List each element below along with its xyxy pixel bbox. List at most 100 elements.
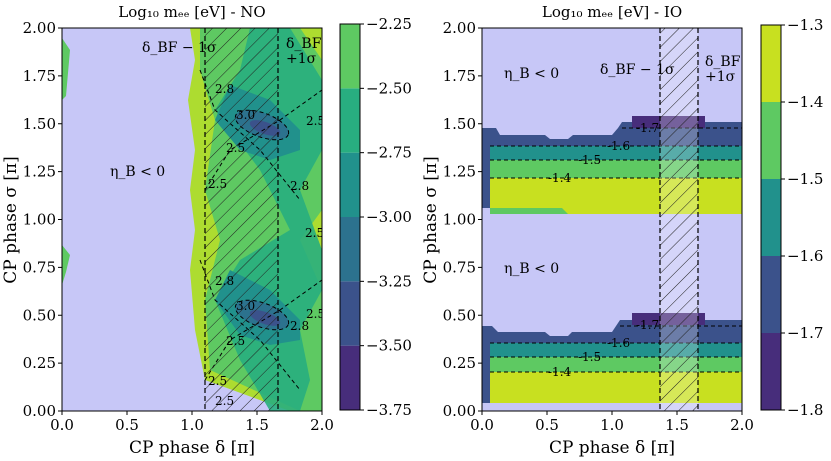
colorbar-segment (761, 102, 781, 179)
colorbar-segment (340, 345, 360, 410)
y-tick-label: 1.50 (443, 115, 476, 133)
io-eta-annotation-upper: η_B < 0 (504, 66, 559, 82)
y-tick-label: 1.75 (443, 67, 476, 85)
colorbar-tick-label: −1.4 (787, 93, 823, 111)
no-contour-label: 2.5 (226, 141, 245, 155)
no-delta-lower-annotation: δ_BF − 1σ (142, 40, 217, 56)
no-colorbar: −3.75 −3.50 −3.25 −3.00 −2.75 −2.50 −2.25 (339, 15, 412, 419)
colorbar-tick-label: −1.5 (787, 170, 823, 188)
y-tick-label: 0.50 (443, 306, 476, 324)
colorbar-tick-label: −2.50 (366, 79, 412, 97)
io-heatmap: -1.7 -1.6 -1.5 -1.4 -1.7 -1.6 -1.5 -1.4 (482, 28, 742, 411)
y-tick-label: 1.75 (23, 67, 56, 85)
io-contour-label: -1.5 (578, 350, 601, 364)
x-tick-label: 0.0 (470, 416, 494, 434)
no-contour-label: 2.5 (305, 226, 324, 240)
io-colorbar: −1.8 −1.7 −1.6 −1.5 −1.4 −1.3 (760, 16, 823, 419)
colorbar-tick-label: −1.7 (787, 324, 823, 342)
io-contour-label: -1.7 (636, 318, 659, 332)
no-delta-upper-annotation: δ_BF (286, 36, 322, 52)
io-contour-label: -1.5 (578, 153, 601, 167)
colorbar-segment (340, 281, 360, 346)
no-contour-label: 2.5 (215, 394, 234, 408)
colorbar-tick-label: −3.25 (366, 272, 412, 290)
no-xlabel: CP phase δ [π] (129, 438, 255, 458)
x-tick-label: 1.0 (180, 416, 204, 434)
no-contour-label: 3.0 (236, 299, 255, 313)
no-title: Log₁₀ mₑₑ [eV] - NO (118, 3, 265, 21)
colorbar-tick-label: −3.50 (366, 337, 412, 355)
no-delta-band-hatch (205, 28, 278, 411)
io-contour-label: -1.4 (548, 365, 572, 379)
colorbar-segment (761, 25, 781, 102)
no-heatmap: 2.8 3.0 2.5 2.5 2.8 2.5 2.5 2.8 3.0 2.5 … (62, 28, 325, 411)
colorbar-segment (761, 256, 781, 333)
colorbar-tick-label: −2.25 (366, 15, 412, 33)
io-axes: 0.0 0.5 1.0 1.5 2.0 0.00 0.25 0.50 0.75 1.00 1.25 1… (443, 19, 754, 434)
io-contour-label: -1.4 (548, 171, 572, 185)
y-tick-label: 1.00 (443, 211, 476, 229)
no-eta-annotation: η_B < 0 (110, 164, 165, 180)
colorbar-segment (340, 217, 360, 282)
x-tick-label: 1.5 (665, 416, 689, 434)
y-tick-label: 2.00 (443, 19, 476, 37)
x-tick-label: 0.0 (50, 416, 74, 434)
no-ylabel: CP phase σ [π] (1, 156, 21, 283)
y-tick-label: 0.75 (23, 258, 56, 276)
y-tick-label: 0.00 (23, 402, 56, 420)
y-tick-label: 0.00 (443, 402, 476, 420)
x-tick-label: 0.5 (115, 416, 139, 434)
io-title: Log₁₀ mₑₑ [eV] - IO (542, 3, 682, 21)
x-tick-label: 1.5 (245, 416, 269, 434)
no-delta-upper-sigma: +1σ (286, 51, 317, 67)
y-tick-label: 0.25 (23, 354, 56, 372)
io-contour-label: -1.6 (607, 336, 630, 350)
io-delta-upper-sigma: +1σ (705, 69, 736, 85)
colorbar-frame (760, 24, 782, 411)
no-contour-label: 2.5 (208, 177, 227, 191)
io-xlabel: CP phase δ [π] (549, 438, 675, 458)
colorbar-segment (340, 88, 360, 153)
no-panel: 2.8 3.0 2.5 2.5 2.8 2.5 2.5 2.8 3.0 2.5 … (1, 3, 412, 458)
no-contour-label: 2.5 (226, 334, 245, 348)
no-contour-label: 2.5 (208, 374, 227, 388)
colorbar-segment (340, 152, 360, 217)
no-contour-label: 2.8 (290, 319, 309, 333)
colorbar-tick-label: −3.75 (366, 401, 412, 419)
x-tick-label: 2.0 (310, 416, 334, 434)
no-contour-label: 2.8 (215, 82, 234, 96)
io-ylabel: CP phase σ [π] (421, 156, 441, 283)
colorbar-segment (340, 24, 360, 89)
colorbar-tick-label: −1.8 (787, 401, 823, 419)
no-contour-label: 2.8 (290, 179, 309, 193)
io-eta-annotation-lower: η_B < 0 (504, 261, 559, 277)
y-tick-label: 2.00 (23, 19, 56, 37)
no-contour-label: 2.5 (306, 114, 325, 128)
y-tick-label: 1.25 (23, 163, 56, 181)
colorbar-tick-label: −1.6 (787, 247, 823, 265)
io-delta-upper-annotation: δ_BF (705, 54, 741, 70)
no-contour-label: 3.0 (236, 108, 255, 122)
x-tick-label: 1.0 (600, 416, 624, 434)
no-axes: 0.0 0.5 1.0 1.5 2.0 0.00 0.25 0.50 0.75 1.00 1.25 1… (23, 19, 334, 434)
no-contour-label: 2.8 (215, 274, 234, 288)
y-tick-label: 0.50 (23, 306, 56, 324)
io-contour-label: -1.6 (607, 139, 630, 153)
y-tick-label: 1.50 (23, 115, 56, 133)
colorbar-tick-label: −3.00 (366, 208, 412, 226)
x-tick-label: 0.5 (535, 416, 559, 434)
y-tick-label: 1.00 (23, 211, 56, 229)
colorbar-segment (761, 179, 781, 256)
io-delta-lower-annotation: δ_BF − 1σ (600, 62, 675, 78)
io-lower-level-4 (490, 372, 742, 403)
x-tick-label: 2.0 (730, 416, 754, 434)
io-contour-label: -1.7 (636, 121, 659, 135)
y-tick-label: 1.25 (443, 163, 476, 181)
y-tick-label: 0.25 (443, 354, 476, 372)
y-tick-label: 0.75 (443, 258, 476, 276)
io-panel: -1.7 -1.6 -1.5 -1.4 -1.7 -1.6 -1.5 -1.4 … (421, 3, 823, 458)
colorbar-segment (761, 333, 781, 410)
colorbar-tick-label: −2.75 (366, 144, 412, 162)
no-contour-label: 2.5 (306, 307, 325, 321)
